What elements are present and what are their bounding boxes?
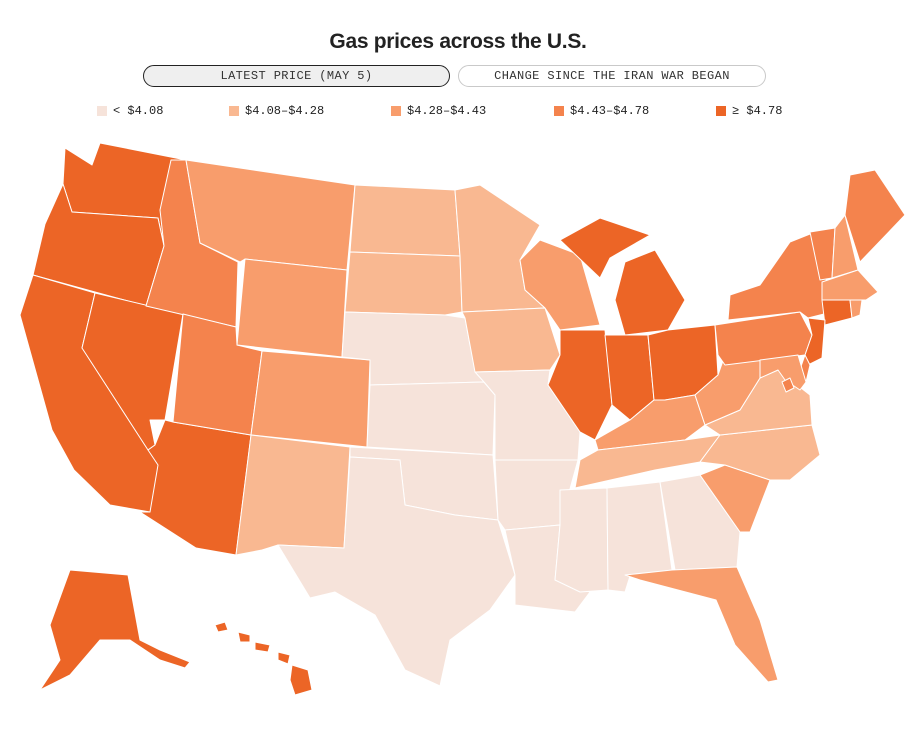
legend-item-high: $4.43–$4.78 xyxy=(554,104,649,118)
state-massachusetts[interactable] xyxy=(821,269,879,301)
legend-item-low: $4.08–$4.28 xyxy=(229,104,324,118)
state-dc[interactable] xyxy=(781,377,795,393)
legend-label-highest: ≥ $4.78 xyxy=(732,104,783,118)
state-rhode-island[interactable] xyxy=(849,299,863,319)
latest-price-toggle[interactable]: LATEST PRICE (MAY 5) xyxy=(143,65,450,87)
legend-swatch-lowest xyxy=(97,106,107,116)
state-iowa[interactable] xyxy=(461,307,561,373)
legend-label-lowest: < $4.08 xyxy=(113,104,164,118)
legend-item-lowest: < $4.08 xyxy=(97,104,163,118)
state-new-mexico[interactable] xyxy=(235,434,351,556)
state-hawaii[interactable] xyxy=(214,621,313,696)
state-south-dakota[interactable] xyxy=(344,251,463,316)
state-maine[interactable] xyxy=(844,169,906,263)
page-title: Gas prices across the U.S. xyxy=(329,30,587,53)
change-since-war-toggle[interactable]: CHANGE SINCE THE IRAN WAR BEGAN xyxy=(458,65,766,87)
state-alaska[interactable] xyxy=(39,569,191,691)
state-georgia[interactable] xyxy=(659,474,741,571)
state-colorado[interactable] xyxy=(250,350,371,448)
state-mississippi[interactable] xyxy=(554,487,609,593)
state-connecticut[interactable] xyxy=(821,299,853,326)
state-tennessee[interactable] xyxy=(574,434,721,489)
state-arizona[interactable] xyxy=(139,419,252,556)
state-wyoming[interactable] xyxy=(236,258,348,358)
state-florida[interactable] xyxy=(624,566,779,683)
state-kansas[interactable] xyxy=(366,381,496,456)
legend-label-high: $4.43–$4.78 xyxy=(570,104,650,118)
state-wisconsin[interactable] xyxy=(519,239,601,331)
legend-swatch-low xyxy=(229,106,239,116)
legend-label-mid: $4.28–$4.43 xyxy=(407,104,487,118)
legend-swatch-highest xyxy=(716,106,726,116)
state-south-carolina[interactable] xyxy=(699,464,771,533)
state-nevada[interactable] xyxy=(81,292,184,451)
legend-swatch-high xyxy=(554,106,564,116)
state-north-dakota[interactable] xyxy=(349,184,461,257)
legend-label-low: $4.08–$4.28 xyxy=(245,104,325,118)
legend-swatch-mid xyxy=(391,106,401,116)
legend-item-mid: $4.28–$4.43 xyxy=(391,104,486,118)
legend-item-highest: ≥ $4.78 xyxy=(716,104,782,118)
state-texas[interactable] xyxy=(277,456,516,687)
legend: < $4.08 $4.08–$4.28 $4.28–$4.43 $4.43–$4… xyxy=(0,104,916,120)
